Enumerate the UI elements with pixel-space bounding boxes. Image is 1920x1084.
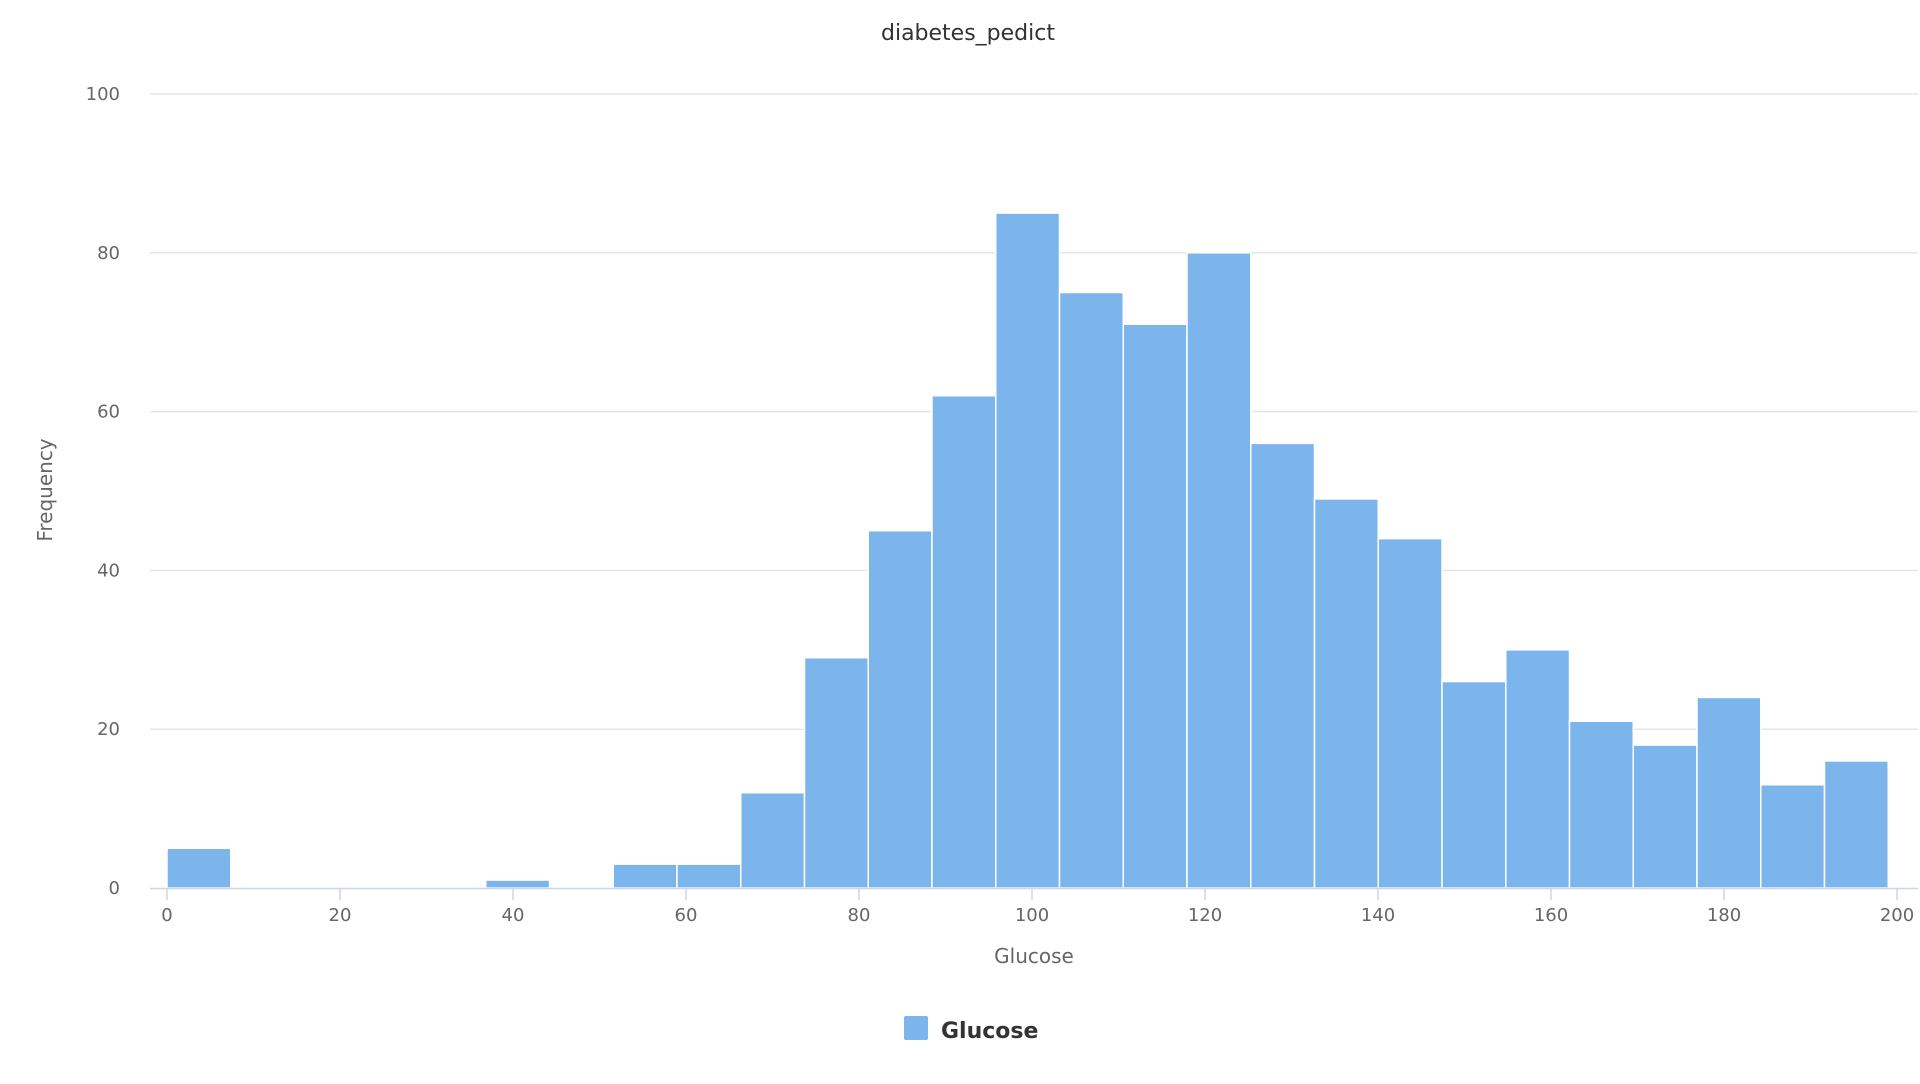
- histogram-bar[interactable]: [740, 791, 806, 889]
- y-tick-label: 0: [109, 878, 120, 899]
- histogram-bar[interactable]: [995, 212, 1061, 889]
- x-axis-ticks: 0 20 40 60 80 100 120 140 160 180 200: [161, 905, 1914, 926]
- x-tick-label: 80: [848, 905, 871, 926]
- legend[interactable]: Glucose: [904, 1016, 1038, 1044]
- x-tick-label: 180: [1707, 905, 1741, 926]
- histogram-bars: [166, 212, 1890, 889]
- legend-label: Glucose: [941, 1019, 1038, 1044]
- x-tick-label: 160: [1534, 905, 1568, 926]
- histogram-bar[interactable]: [1696, 696, 1762, 889]
- x-tick-label: 200: [1880, 905, 1914, 926]
- histogram-bar[interactable]: [1568, 720, 1635, 889]
- y-tick-label: 60: [97, 402, 120, 423]
- y-tick-label: 100: [86, 84, 120, 105]
- x-axis-title: Glucose: [994, 944, 1074, 968]
- histogram-bar[interactable]: [1760, 784, 1826, 889]
- x-tick-label: 100: [1015, 905, 1049, 926]
- histogram-bar[interactable]: [1313, 498, 1380, 889]
- x-tick-label: 120: [1188, 905, 1222, 926]
- x-tick-label: 0: [161, 905, 172, 926]
- legend-swatch: [904, 1016, 928, 1040]
- histogram-bar[interactable]: [867, 529, 933, 889]
- histogram-bar[interactable]: [676, 863, 742, 889]
- chart-title: diabetes_pedict: [881, 21, 1055, 46]
- x-tick-label: 140: [1361, 905, 1395, 926]
- y-axis-ticks: 0 20 40 60 80 100: [86, 84, 120, 899]
- histogram-bar[interactable]: [1505, 649, 1571, 889]
- histogram-bar[interactable]: [803, 656, 870, 889]
- x-tick-label: 40: [502, 905, 525, 926]
- histogram-bar[interactable]: [1441, 680, 1507, 889]
- histogram-bar[interactable]: [1250, 442, 1316, 889]
- histogram-bar[interactable]: [1186, 252, 1252, 889]
- histogram-bar[interactable]: [1058, 291, 1125, 889]
- histogram-bar[interactable]: [1122, 323, 1188, 889]
- histogram-bar[interactable]: [485, 879, 551, 889]
- y-tick-label: 80: [97, 243, 120, 264]
- histogram-bar[interactable]: [166, 847, 232, 889]
- x-tick-label: 20: [329, 905, 352, 926]
- y-tick-label: 20: [97, 719, 120, 740]
- histogram-bar[interactable]: [1632, 744, 1698, 889]
- y-axis-title: Frequency: [33, 438, 57, 541]
- histogram-bar[interactable]: [1823, 760, 1890, 889]
- histogram-bar[interactable]: [1377, 537, 1443, 889]
- x-axis: [150, 887, 1918, 900]
- histogram-bar[interactable]: [612, 863, 678, 889]
- y-tick-label: 40: [97, 560, 120, 581]
- x-tick-label: 60: [675, 905, 698, 926]
- histogram-bar[interactable]: [931, 394, 997, 889]
